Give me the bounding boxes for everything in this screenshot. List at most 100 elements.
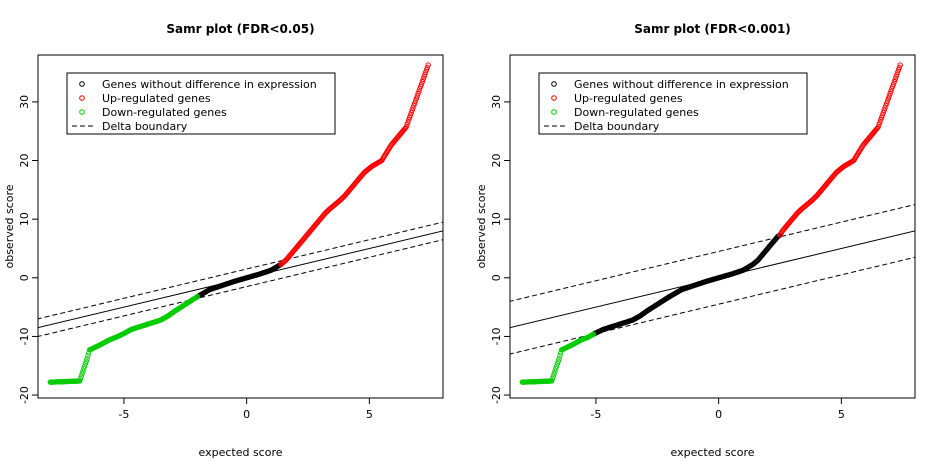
data-point: [420, 76, 426, 82]
data-point: [403, 124, 409, 130]
legend-label: Up-regulated genes: [574, 92, 683, 105]
data-point: [892, 76, 898, 82]
legend-label: Down-regulated genes: [102, 106, 227, 119]
data-point: [888, 88, 894, 94]
x-tick-label: -5: [118, 408, 129, 421]
data-point: [405, 119, 411, 125]
data-point: [552, 368, 558, 374]
x-tick-label: 0: [715, 408, 722, 421]
data-point: [406, 114, 413, 121]
data-point: [889, 86, 895, 92]
y-tick-label: -20: [490, 386, 503, 404]
data-point: [887, 91, 893, 97]
data-point: [423, 69, 429, 75]
data-point: [879, 112, 886, 118]
legend-label: Delta boundary: [574, 120, 660, 133]
y-tick-label: -10: [18, 327, 31, 345]
data-point: [81, 365, 87, 372]
data-point: [883, 102, 889, 109]
data-point: [412, 98, 419, 104]
x-tick-label: 5: [366, 408, 373, 421]
data-point: [556, 356, 562, 362]
data-point: [881, 107, 887, 114]
y-tick-label: 20: [18, 154, 31, 168]
data-point: [882, 105, 888, 111]
data-point: [555, 358, 561, 364]
legend-label: Genes without difference in expression: [102, 78, 317, 91]
data-point: [414, 93, 420, 99]
data-point: [425, 62, 431, 68]
data-point: [880, 110, 886, 116]
data-point: [423, 67, 430, 73]
legend: Genes without difference in expressionUp…: [66, 72, 336, 135]
data-point: [410, 105, 416, 111]
data-point: [47, 379, 53, 385]
data-point: [86, 350, 92, 356]
data-point: [417, 86, 423, 92]
data-point: [411, 102, 417, 109]
data-point: [84, 356, 90, 362]
data-point: [82, 361, 89, 367]
data-point: [557, 353, 563, 359]
data-point: [554, 361, 561, 367]
delta-boundary-line: [510, 203, 915, 302]
plot-frame: [509, 54, 916, 399]
data-point: [890, 81, 897, 87]
y-tick-label: -20: [18, 386, 31, 404]
data-points: [519, 62, 903, 385]
data-point: [78, 373, 85, 379]
data-point: [896, 64, 903, 71]
legend-box: [538, 72, 808, 135]
data-point: [413, 95, 420, 102]
data-point: [421, 74, 427, 80]
data-point: [897, 62, 903, 68]
y-tick-label: 10: [18, 212, 31, 226]
data-point: [417, 83, 424, 90]
x-axis-label: expected score: [199, 446, 283, 459]
data-point: [878, 114, 885, 121]
data-point: [419, 79, 425, 85]
x-tick-label: 5: [838, 408, 845, 421]
legend-marker: [79, 109, 85, 115]
data-point: [877, 119, 883, 125]
legend-marker: [551, 95, 557, 101]
data-point: [551, 370, 557, 377]
data-point: [891, 79, 897, 85]
data-point: [553, 365, 559, 372]
data-point: [85, 353, 91, 359]
data-point: [895, 67, 902, 73]
data-point: [83, 358, 89, 364]
y-tick-label: 30: [18, 95, 31, 109]
y-tick-label: 0: [490, 274, 503, 281]
legend-label: Down-regulated genes: [574, 106, 699, 119]
data-point: [884, 100, 890, 106]
x-tick-label: -5: [590, 408, 601, 421]
data-point: [415, 91, 421, 97]
data-point: [404, 122, 410, 128]
data-point: [81, 363, 88, 369]
data-point: [558, 350, 564, 356]
chart-title: Samr plot (FDR<0.001): [634, 22, 791, 36]
data-point: [875, 124, 881, 130]
data-point: [895, 69, 901, 75]
data-point: [553, 363, 560, 369]
data-point: [412, 100, 418, 106]
data-point: [408, 110, 414, 116]
data-point: [424, 64, 431, 71]
x-axis-label: expected score: [671, 446, 755, 459]
data-point: [884, 98, 891, 104]
data-point: [558, 347, 565, 353]
legend-marker: [551, 109, 557, 115]
x-tick-label: 0: [243, 408, 250, 421]
legend-marker: [79, 95, 85, 101]
data-point: [893, 74, 899, 80]
plot-frame: [37, 54, 444, 399]
legend-label: Delta boundary: [102, 120, 188, 133]
delta-boundary-line: [38, 221, 443, 320]
data-point: [894, 71, 900, 78]
data-point: [885, 95, 892, 102]
data-point: [886, 93, 892, 99]
y-tick-label: -10: [490, 327, 503, 345]
data-point: [79, 370, 85, 377]
y-tick-label: 30: [490, 95, 503, 109]
